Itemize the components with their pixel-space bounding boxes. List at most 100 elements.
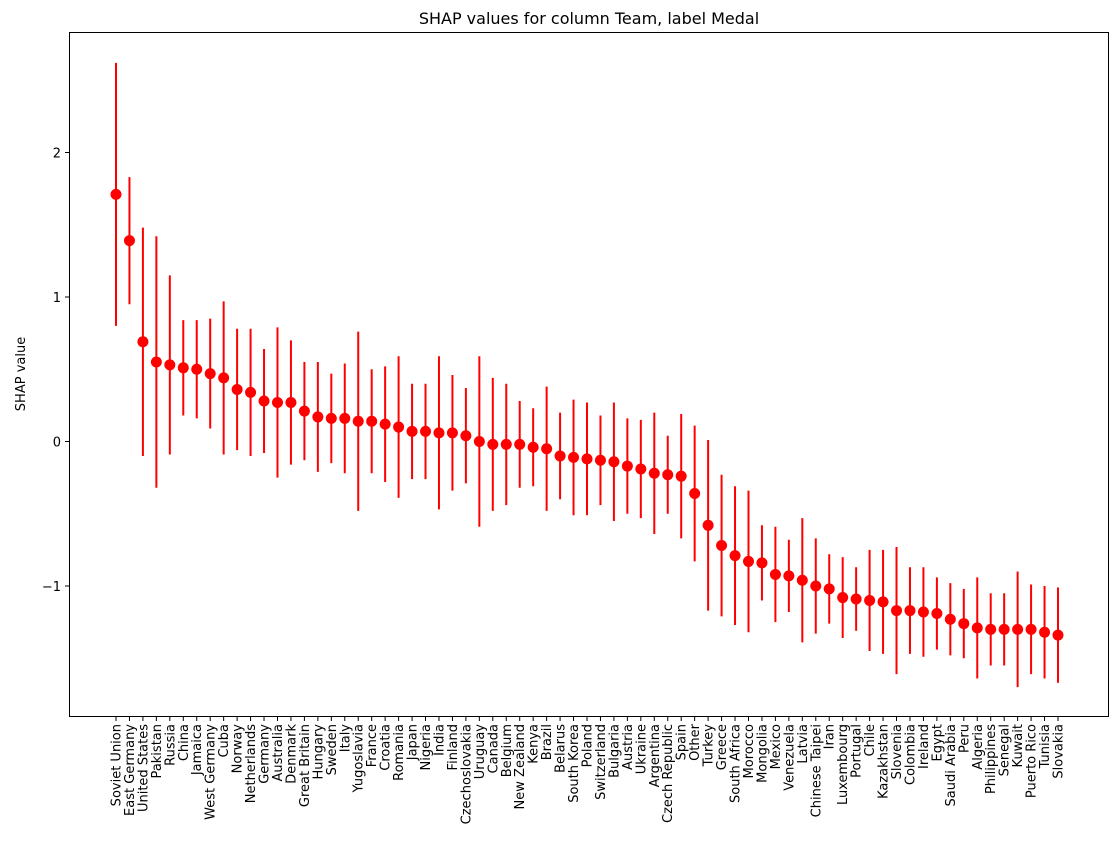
data-point <box>150 356 162 368</box>
data-point <box>756 557 768 569</box>
data-point <box>581 453 593 465</box>
data-point <box>769 568 781 580</box>
data-point <box>1052 629 1064 641</box>
data-point <box>460 430 472 442</box>
x-tick-label: Ukraine <box>634 724 649 774</box>
data-point <box>810 580 822 592</box>
data-point <box>998 623 1010 635</box>
x-tick-label: Czech Republic <box>661 724 676 823</box>
data-point <box>568 451 580 463</box>
data-point <box>339 412 351 424</box>
data-point <box>366 415 378 427</box>
x-tick-label: Soviet Union <box>110 724 125 806</box>
x-tick-label: Netherlands <box>244 724 259 803</box>
x-tick-label: Italy <box>338 724 353 753</box>
x-tick-label: Luxembourg <box>836 724 851 805</box>
data-point <box>123 235 135 247</box>
x-tick-label: South Africa <box>729 724 744 803</box>
x-tick-label: Australia <box>271 724 286 782</box>
data-point <box>985 623 997 635</box>
x-tick-label: Philippines <box>984 724 999 794</box>
x-tick-label: France <box>365 724 380 767</box>
data-point <box>904 605 916 617</box>
data-point <box>473 436 485 447</box>
data-point <box>527 441 539 453</box>
x-tick-label: Latvia <box>796 724 811 764</box>
x-tick-label: Algeria <box>971 724 986 770</box>
chart-title: SHAP values for column Team, label Medal <box>419 9 759 28</box>
x-tick-label: Sweden <box>325 724 340 775</box>
data-point <box>864 594 876 606</box>
y-tick-label: 1 <box>53 291 61 306</box>
x-tick-label: Peru <box>957 724 972 753</box>
x-tick-label: Mongolia <box>755 724 770 783</box>
x-tick-label: Egypt <box>930 724 945 762</box>
data-point <box>850 593 862 605</box>
data-point <box>258 395 270 407</box>
data-point <box>191 363 203 375</box>
data-point <box>271 396 283 408</box>
data-point <box>487 438 499 450</box>
data-point <box>325 412 337 424</box>
x-tick-label: Austria <box>621 724 636 770</box>
data-point <box>796 574 808 586</box>
x-tick-label: Jamaica <box>190 724 205 776</box>
x-tick-label: Uruguay <box>473 724 488 780</box>
x-tick-label: China <box>177 724 192 761</box>
x-tick-label: Saudi Arabia <box>944 724 959 807</box>
x-tick-label: Kenya <box>527 724 542 764</box>
x-tick-label: Slovenia <box>890 724 905 779</box>
data-point <box>662 469 674 481</box>
data-point <box>635 463 647 475</box>
data-point <box>218 372 230 384</box>
data-point <box>231 383 243 395</box>
x-tick-label: Kuwait <box>1011 724 1026 767</box>
data-point <box>958 618 970 630</box>
x-tick-label: Czechoslovakia <box>459 724 474 824</box>
x-tick-label: Switzerland <box>594 724 609 800</box>
x-tick-label: Turkey <box>702 724 717 768</box>
data-point <box>500 438 512 450</box>
data-point <box>393 421 405 433</box>
data-point <box>110 188 122 200</box>
data-point <box>716 540 728 552</box>
data-point <box>877 596 889 608</box>
x-tick-label: Slovakia <box>1052 724 1067 779</box>
data-point <box>352 415 364 427</box>
data-point <box>164 359 176 371</box>
x-tick-label: Chinese Taipei <box>809 724 824 817</box>
x-tick-label: Norway <box>231 724 246 774</box>
y-tick-label: 2 <box>53 147 61 162</box>
x-tick-label: Argentina <box>648 724 663 787</box>
data-point <box>514 438 526 450</box>
x-tick-label: Finland <box>446 724 461 770</box>
x-tick-label: Senegal <box>998 724 1013 776</box>
x-tick-label: Iran <box>823 724 838 749</box>
data-point <box>420 425 432 437</box>
data-point <box>891 605 903 617</box>
x-tick-label: Belgium <box>500 724 515 777</box>
data-point <box>541 443 553 455</box>
data-point <box>285 396 297 408</box>
x-tick-label: Greece <box>715 724 730 770</box>
plot-frame <box>69 32 1109 717</box>
x-tick-label: Canada <box>486 724 501 773</box>
x-tick-label: Japan <box>406 724 421 761</box>
data-point <box>298 405 310 417</box>
x-tick-label: India <box>432 724 447 756</box>
data-point <box>608 456 620 468</box>
data-point <box>406 425 418 437</box>
x-tick-label: Germany <box>258 724 273 784</box>
data-point <box>554 450 566 462</box>
x-tick-label: Cuba <box>217 724 232 758</box>
data-point <box>675 470 687 482</box>
x-tick-label: Denmark <box>284 724 299 784</box>
data-point <box>783 570 795 582</box>
data-point <box>379 418 391 430</box>
data-point <box>944 613 956 625</box>
x-tick-label: Other <box>688 723 703 761</box>
data-point <box>931 607 943 619</box>
x-tick-label: Spain <box>675 724 690 760</box>
x-tick-label: Romania <box>392 724 407 781</box>
